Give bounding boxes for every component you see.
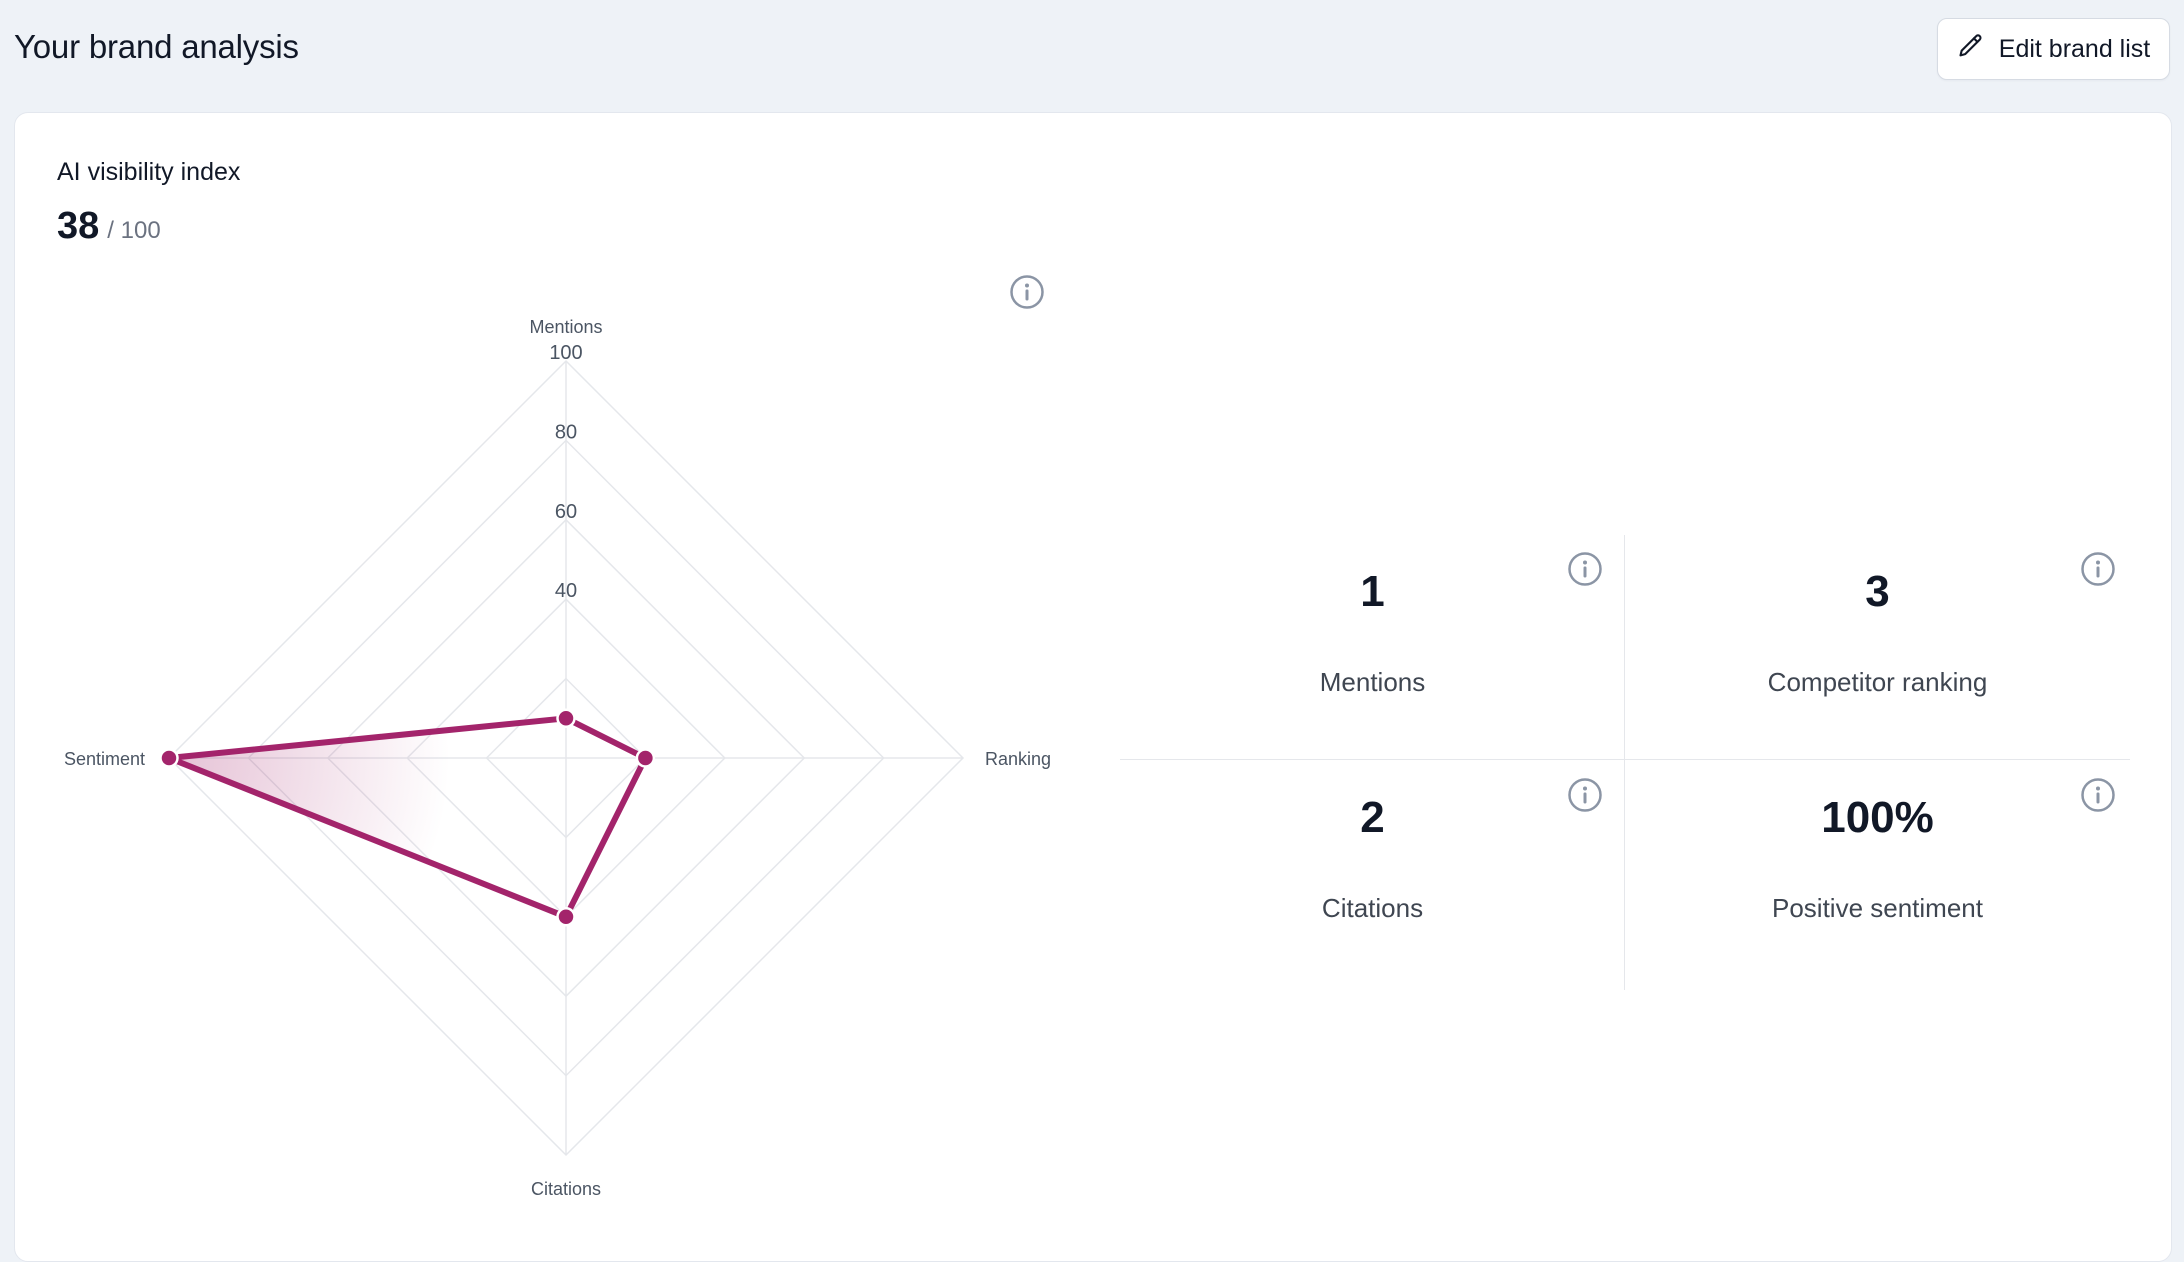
- brand-analysis-card: [14, 112, 2172, 1262]
- visibility-index-title: AI visibility index: [57, 158, 241, 186]
- stat-value: 2: [1360, 793, 1385, 842]
- visibility-score: 38 / 100: [57, 205, 161, 248]
- radar-data-point: [159, 748, 179, 768]
- info-icon[interactable]: [2080, 551, 2116, 587]
- radar-axis-label: Ranking: [985, 749, 1051, 769]
- stat-citations: 2 Citations: [1120, 761, 1625, 987]
- radar-axis-label: Sentiment: [64, 749, 145, 769]
- stat-label: Mentions: [1319, 667, 1426, 697]
- score-max: / 100: [107, 217, 161, 244]
- info-icon[interactable]: [2080, 777, 2116, 813]
- radar-ring-label: 100: [549, 342, 582, 364]
- stat-label: Citations: [1321, 893, 1424, 923]
- radar-data-point: [635, 748, 656, 768]
- stat-value: 100%: [1821, 793, 1934, 842]
- page-title: Your brand analysis: [14, 28, 299, 65]
- radar-data-point: [556, 907, 576, 927]
- info-icon[interactable]: [1567, 551, 1603, 587]
- stats-grid: 1 Mentions 3 Competitor ranking 2 Citati…: [1120, 535, 2130, 990]
- stats-divider-horizontal: [1120, 759, 2130, 760]
- score-value: 38: [57, 205, 100, 247]
- info-icon[interactable]: [1009, 274, 1045, 310]
- radar-chart: 40 60 80 100 Mentions Ranking Citations Sentim…: [64, 317, 1051, 1199]
- radar-axis-label: Mentions: [529, 317, 602, 337]
- radar-axis-label: Citations: [531, 1179, 601, 1199]
- radar-series-fill: [169, 718, 646, 917]
- pencil-icon: [1957, 32, 1985, 67]
- radar-ring-label: 40: [555, 580, 577, 602]
- radar-data-point: [556, 708, 576, 729]
- stat-mentions: 1 Mentions: [1120, 535, 1625, 761]
- radar-ring-label: 60: [555, 501, 577, 523]
- stat-positive-sentiment: 100% Positive sentiment: [1625, 761, 2130, 987]
- stat-value: 1: [1360, 567, 1385, 616]
- stat-label: Competitor ranking: [1767, 667, 1988, 697]
- stats-divider-vertical: [1624, 535, 1625, 990]
- info-icon[interactable]: [1567, 777, 1603, 813]
- edit-brand-list-button[interactable]: Edit brand list: [1937, 18, 2170, 80]
- radar-ring-label: 80: [555, 421, 577, 443]
- stat-competitor-ranking: 3 Competitor ranking: [1625, 535, 2130, 761]
- stat-value: 3: [1865, 567, 1890, 616]
- edit-brand-list-label: Edit brand list: [1998, 34, 2151, 63]
- stat-label: Positive sentiment: [1772, 893, 1983, 923]
